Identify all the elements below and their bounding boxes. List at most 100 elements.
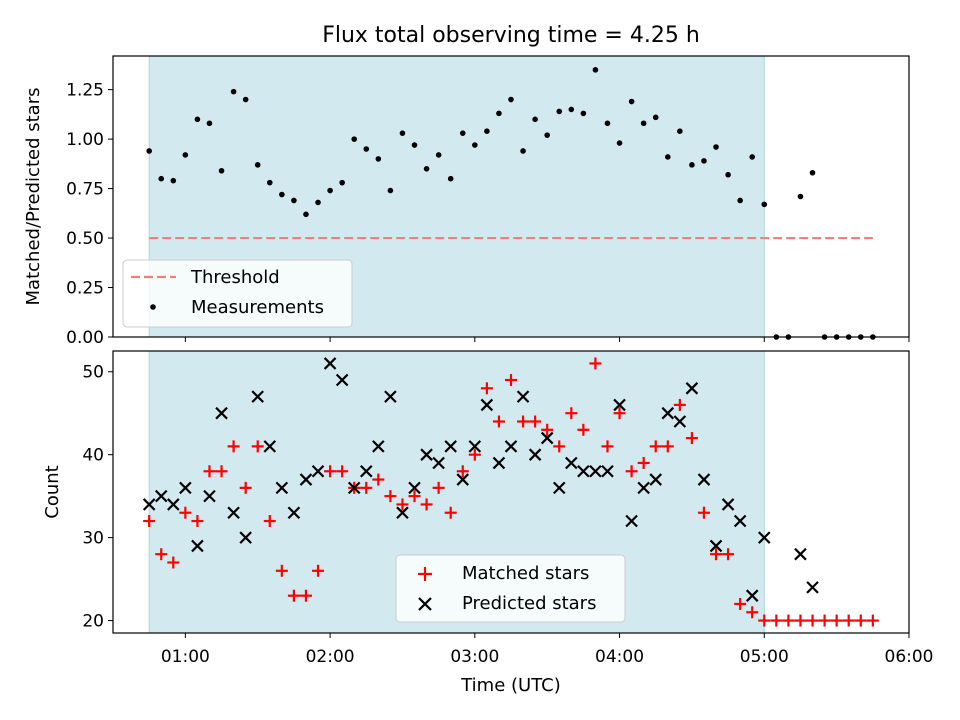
measurement-point: [580, 110, 587, 117]
matched-star-point: [842, 614, 855, 627]
matched-star-point: [324, 465, 337, 478]
matched-star-point: [468, 448, 481, 461]
bottom-y-tick-label: 30: [82, 529, 104, 549]
bottom-plot-frame: [112, 350, 910, 634]
measurement-point: [640, 120, 647, 127]
matched-star-point: [661, 440, 674, 453]
predicted-star-point: [215, 406, 228, 420]
matched-star-point: [577, 423, 590, 436]
measurement-point: [158, 175, 165, 182]
top-x-axis-ticks: [184, 337, 910, 342]
measurement-point: [520, 148, 526, 154]
measurement-point: [496, 110, 502, 117]
matched-star-point: [601, 440, 614, 453]
matched-star-point: [854, 614, 867, 627]
measurement-point: [447, 175, 454, 182]
matched-star-point: [372, 473, 385, 486]
measurement-point: [206, 120, 213, 127]
predicted-star-point: [239, 531, 252, 544]
predicted-star-point: [697, 473, 711, 486]
predicted-star-point: [601, 464, 614, 478]
matched-star-point: [565, 407, 578, 420]
predicted-star-point: [408, 481, 421, 495]
matched-star-point: [143, 515, 156, 528]
x-tick-label: 03:00: [450, 647, 499, 667]
measurement-point: [387, 187, 394, 194]
measurement-point: [797, 193, 804, 200]
predicted-star-point: [540, 431, 554, 445]
predicted-star-point: [347, 481, 361, 495]
matched-star-point: [227, 440, 240, 453]
predicted-star-point: [673, 415, 687, 428]
matched-star-point: [203, 465, 216, 478]
predicted-star-point: [359, 464, 373, 478]
matched-star-point: [251, 440, 264, 453]
predicted-star-point: [203, 489, 216, 503]
predicted-star-point: [589, 464, 602, 478]
predicted-star-point: [384, 390, 397, 403]
matched-star-point: [697, 506, 710, 519]
measurement-point: [303, 211, 309, 218]
measurement-point: [725, 171, 731, 178]
matched-star-point: [529, 415, 542, 428]
measurement-point: [230, 88, 237, 95]
bottom-y-axis-label: Count: [42, 465, 63, 518]
matched-star-point: [360, 481, 373, 494]
matched-star-point: [179, 506, 192, 519]
matched-star-point: [806, 614, 819, 627]
predicted-star-point: [625, 514, 638, 528]
top-y-axis-label: Matched/Predicted stars: [23, 88, 44, 306]
measurement-point: [689, 162, 695, 168]
measurement-point: [737, 197, 743, 204]
matched-star-point: [818, 614, 831, 627]
measurement-point: [628, 98, 635, 105]
measurement-point: [652, 114, 659, 121]
matched-star-point: [299, 589, 312, 602]
matched-star-point: [312, 564, 325, 577]
measurement-point: [544, 132, 550, 138]
legend-predicted-label: Predicted stars: [462, 593, 596, 614]
measurement-point: [399, 130, 406, 136]
predicted-star-point: [504, 440, 518, 453]
matched-star-point: [625, 465, 638, 478]
bottom-x-axis-ticks: 01:00 02:00 03:00 04:00 05:00 06:00: [161, 633, 934, 667]
matched-star-point: [432, 481, 445, 494]
measurement-point: [339, 179, 345, 186]
predicted-star-point: [227, 506, 240, 520]
matched-star-point: [649, 440, 662, 453]
bottom-y-tick-label: 50: [82, 363, 104, 383]
predicted-star-point: [806, 581, 819, 594]
measurement-point: [363, 146, 370, 152]
matched-star-point: [384, 490, 397, 503]
matched-star-point: [589, 357, 602, 370]
predicted-star-point: [733, 514, 747, 528]
matched-star-point: [866, 614, 879, 627]
measurement-point: [170, 177, 177, 184]
matched-star-point: [336, 465, 349, 478]
legend-matched-swatch: [418, 567, 432, 581]
measurement-point: [508, 96, 514, 103]
predicted-star-point: [565, 456, 578, 470]
matched-star-point: [239, 481, 252, 494]
matched-star-point: [420, 498, 433, 511]
measurement-point: [411, 142, 418, 148]
matched-star-point: [263, 515, 276, 528]
predicted-star-point: [372, 440, 385, 453]
matched-star-point: [673, 398, 686, 411]
x-axis-label: Time (UTC): [460, 675, 561, 696]
measurement-points: [146, 67, 876, 340]
matched-star-point: [685, 432, 698, 445]
matched-star-point: [456, 465, 469, 478]
top-plot-frame: [112, 55, 910, 338]
matched-star-point: [505, 374, 517, 387]
measurement-point: [182, 152, 189, 158]
matched-star-point: [492, 415, 505, 428]
top-y-tick-label: 0.25: [66, 279, 104, 299]
measurement-point: [809, 169, 816, 176]
matched-star-point: [710, 548, 723, 561]
legend-measurements-swatch: [150, 304, 156, 310]
matched-star-point: [191, 515, 204, 528]
matched-star-point: [722, 548, 735, 561]
